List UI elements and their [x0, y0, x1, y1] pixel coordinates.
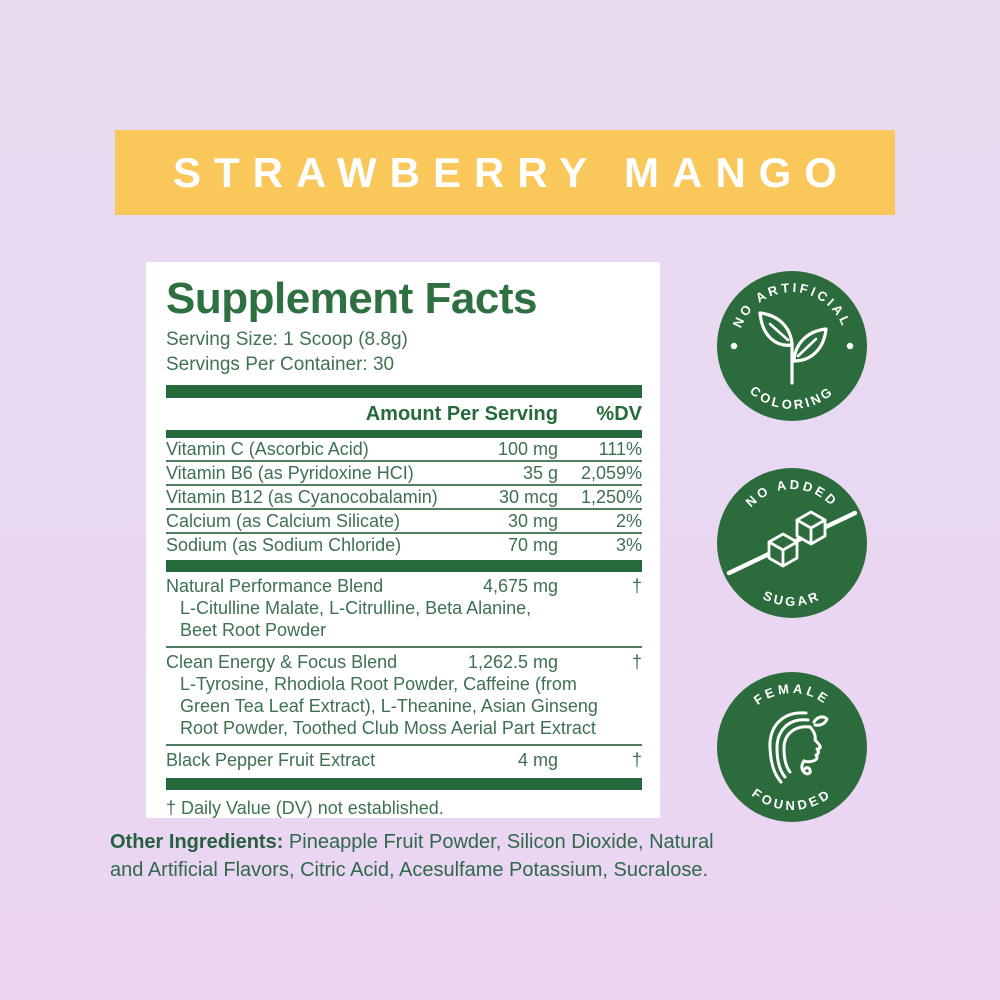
nutrient-table: Vitamin C (Ascorbic Acid) 100 mg 111% Vi… [166, 438, 642, 558]
table-row: Vitamin B12 (as Cyanocobalamin) 30 mcg 1… [166, 486, 642, 510]
divider-bar-bottom [166, 778, 642, 790]
panel-title: Supplement Facts [166, 274, 537, 323]
female-founded-badge: FEMALE FOUNDED [717, 672, 867, 822]
blend-ingredients-line: Root Powder, Toothed Club Moss Aerial Pa… [180, 718, 596, 738]
flavor-name: STRAWBERRY MANGO [172, 148, 850, 196]
supplement-facts-panel: Supplement Facts Serving Size: 1 Scoop (… [146, 262, 660, 818]
nutrient-name: Vitamin B6 (as Pyridoxine HCI) [166, 463, 414, 483]
woman-profile-icon [768, 711, 829, 784]
table-row: Vitamin C (Ascorbic Acid) 100 mg 111% [166, 438, 642, 462]
nutrient-name: Sodium (as Sodium Chloride) [166, 535, 402, 555]
badge-dot-left [730, 342, 738, 350]
divider-bar-header [166, 430, 642, 438]
nutrient-name: Vitamin B12 (as Cyanocobalamin) [166, 487, 438, 507]
blend-amount: 4,675 mg [482, 576, 558, 596]
blend-row: Black Pepper Fruit Extract 4 mg † [166, 746, 642, 776]
badge-column: NO ARTIFICIAL COLORING NO AD [717, 271, 867, 822]
nutrient-dv: 3% [615, 535, 642, 555]
nutrient-dv: 2,059% [580, 463, 642, 483]
blend-ingredients-line: L-Tyrosine, Rhodiola Root Powder, Caffei… [180, 674, 577, 694]
plant-leaves-icon [758, 311, 828, 385]
blend-name: Clean Energy & Focus Blend [166, 652, 398, 672]
blend-row: Clean Energy & Focus Blend 1,262.5 mg † … [166, 648, 642, 746]
nutrient-amount: 70 mg [507, 535, 558, 555]
other-ingredients-line: Other Ingredients: Pineapple Fruit Powde… [110, 828, 770, 856]
blend-name: Natural Performance Blend [166, 576, 384, 596]
dv-footnote: † Daily Value (DV) not established. [166, 798, 444, 818]
table-row: Vitamin B6 (as Pyridoxine HCI) 35 g 2,05… [166, 462, 642, 486]
blend-amount: 1,262.5 mg [467, 652, 558, 672]
blend-ingredients-line: L-Citulline Malate, L-Citrulline, Beta A… [180, 598, 532, 618]
blend-row: Natural Performance Blend 4,675 mg † L-C… [166, 572, 642, 648]
divider-bar-blends [166, 560, 642, 572]
blend-dv-dagger: † [631, 750, 642, 770]
other-ingredients-text: Pineapple Fruit Powder, Silicon Dioxide,… [288, 831, 714, 853]
nutrient-dv: 111% [598, 439, 642, 459]
blend-dv-dagger: † [631, 652, 642, 672]
nutrient-amount: 35 g [522, 463, 558, 483]
other-ingredients: Other Ingredients: Pineapple Fruit Powde… [110, 828, 770, 884]
table-row: Calcium (as Calcium Silicate) 30 mg 2% [166, 510, 642, 534]
badge-bottom-text: SUGAR [761, 588, 820, 609]
serving-size: Serving Size: 1 Scoop (8.8g) [166, 329, 408, 350]
no-added-sugar-badge: NO ADDED SUGAR [717, 468, 867, 618]
nutrient-name: Calcium (as Calcium Silicate) [166, 511, 401, 531]
badge-dot-right [846, 342, 854, 350]
servings-per-container: Servings Per Container: 30 [166, 354, 395, 375]
nutrient-amount: 30 mg [507, 511, 558, 531]
blend-name: Black Pepper Fruit Extract [166, 750, 376, 770]
header-dv: %DV [596, 402, 642, 425]
other-ingredients-line: and Artificial Flavors, Citric Acid, Ace… [110, 859, 709, 881]
flavor-banner: STRAWBERRY MANGO [115, 130, 895, 215]
blend-ingredients-line: Green Tea Leaf Extract), L-Theanine, Asi… [180, 696, 598, 716]
nutrient-dv: 2% [615, 511, 642, 531]
blend-ingredients-line: Beet Root Powder [180, 620, 327, 640]
header-amount-per-serving: Amount Per Serving [365, 402, 558, 425]
table-row: Sodium (as Sodium Chloride) 70 mg 3% [166, 534, 642, 558]
nutrient-amount: 30 mcg [498, 487, 558, 507]
nutrient-name: Vitamin C (Ascorbic Acid) [166, 439, 369, 459]
blend-dv-dagger: † [631, 576, 642, 596]
blend-amount: 4 mg [517, 750, 558, 770]
nutrient-dv: 1,250% [580, 487, 642, 507]
sugar-cubes-icon [726, 510, 858, 576]
other-ingredients-label: Other Ingredients: [110, 831, 284, 853]
divider-bar-top [166, 385, 642, 398]
svg-text:SUGAR: SUGAR [761, 588, 823, 609]
nutrient-amount: 100 mg [497, 439, 558, 459]
no-artificial-coloring-badge: NO ARTIFICIAL COLORING [717, 271, 867, 421]
table-header: Amount Per Serving %DV [166, 398, 642, 430]
